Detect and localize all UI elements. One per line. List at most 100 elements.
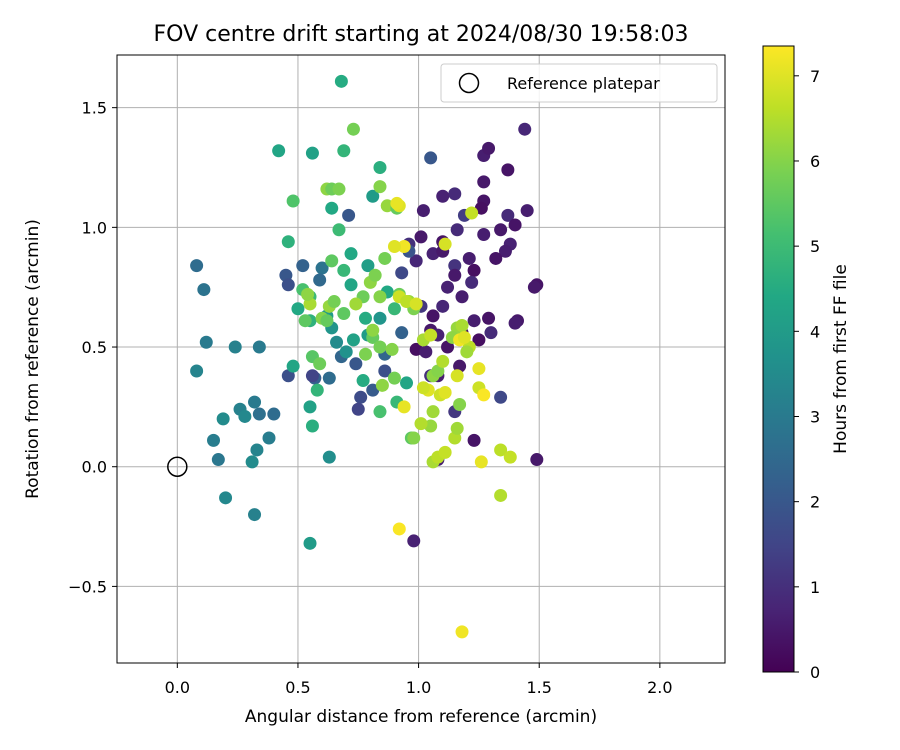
legend-marker-reference [458, 72, 480, 94]
scatter-point [346, 122, 360, 136]
scatter-point [373, 311, 387, 325]
scatter-point [455, 625, 469, 639]
colorbar-tick-label: 6 [810, 152, 820, 171]
scatter-point [320, 314, 334, 328]
legend: Reference platepar [440, 63, 718, 103]
scatter-point [305, 419, 319, 433]
scatter-point [267, 407, 281, 421]
scatter-point [426, 309, 440, 323]
grid [117, 55, 725, 663]
scatter-point [450, 421, 464, 435]
y-tick-label: −0.5 [68, 577, 107, 596]
y-tick-label: 0.0 [82, 458, 107, 477]
scatter-point [448, 268, 462, 282]
scatter-point [395, 326, 409, 340]
scatter-point [494, 443, 508, 457]
scatter-point [211, 453, 225, 467]
scatter-point [455, 318, 469, 332]
scatter-point [339, 345, 353, 359]
scatter-point [462, 251, 476, 265]
scatter-point [397, 400, 411, 414]
scatter-point [281, 235, 295, 249]
x-axis: 0.0 0.5 1.0 1.5 2.0 [165, 663, 673, 697]
scatter-point [301, 287, 315, 301]
colorbar-label: Hours from first FF file [831, 264, 851, 454]
colorbar-tick-label: 7 [810, 67, 820, 86]
scatter-point [494, 488, 508, 502]
colorbar-tick-label: 4 [810, 322, 820, 341]
scatter-point [332, 223, 346, 237]
scatter-point [387, 302, 401, 316]
scatter-point [378, 364, 392, 378]
scatter-point [344, 278, 358, 292]
scatter-point [366, 323, 380, 337]
scatter-point [518, 122, 532, 136]
reference-marker [167, 456, 188, 477]
scatter-point [359, 311, 373, 325]
scatter-point [484, 326, 498, 340]
scatter-point [344, 247, 358, 261]
x-tick-label: 0.5 [285, 678, 310, 697]
y-tick-label: 1.5 [82, 99, 107, 118]
scatter-point [498, 244, 512, 258]
scatter-point [436, 299, 450, 313]
plot-frame [116, 54, 726, 664]
y-tick-label: 1.0 [82, 218, 107, 237]
scatter-point [373, 161, 387, 175]
x-axis-label: Angular distance from reference (arcmin) [245, 707, 597, 727]
scatter-point [313, 273, 327, 287]
scatter-point [494, 390, 508, 404]
scatter-point [416, 204, 430, 218]
scatter-point [477, 228, 491, 242]
colorbar-tick-label: 2 [810, 493, 820, 512]
scatter-point [359, 347, 373, 361]
x-tick-label: 1.5 [526, 678, 551, 697]
scatter-point [373, 340, 387, 354]
scatter-point [390, 196, 404, 210]
scatter-point [272, 144, 286, 158]
y-tick-label: 0.5 [82, 338, 107, 357]
scatter-point [349, 297, 363, 311]
scatter-point [252, 340, 266, 354]
scatter-point [366, 383, 380, 397]
scatter-point [438, 237, 452, 251]
scatter-point [457, 330, 471, 344]
scatter-point [349, 357, 363, 371]
scatter-point [291, 302, 305, 316]
scatter-point [467, 314, 481, 328]
colorbar-tick-label: 1 [810, 578, 820, 597]
scatter-point [407, 534, 421, 548]
scatter-point [207, 433, 221, 447]
scatter-point [337, 263, 351, 277]
x-tick-label: 2.0 [647, 678, 672, 697]
scatter-point [322, 371, 336, 385]
scatter-point [387, 239, 401, 253]
scatter-point [455, 290, 469, 304]
scatter-point [252, 407, 266, 421]
y-axis: −0.5 0.0 0.5 1.0 1.5 [68, 99, 117, 596]
scatter-point [438, 386, 452, 400]
scatter-point [332, 182, 346, 196]
scatter-point [407, 431, 421, 445]
scatter-point [424, 328, 438, 342]
scatter-point [460, 345, 474, 359]
y-axis-label: Rotation from reference (arcmin) [23, 219, 43, 499]
scatter-point [426, 405, 440, 419]
scatter-point [501, 208, 515, 222]
scatter-point [327, 295, 341, 309]
scatter-point [397, 239, 411, 253]
scatter-point [424, 151, 438, 165]
reference-platepar-marker [167, 456, 188, 477]
colorbar-tick-label: 3 [810, 407, 820, 426]
scatter-point [489, 251, 503, 265]
scatter-point [419, 345, 433, 359]
scatter-point [508, 218, 522, 232]
scatter-point [414, 417, 428, 431]
scatter-point [482, 141, 496, 155]
scatter-point [310, 383, 324, 397]
scatter-point [467, 433, 481, 447]
scatter-point [305, 369, 319, 383]
scatter-point [190, 364, 204, 378]
scatter-point [441, 280, 455, 294]
